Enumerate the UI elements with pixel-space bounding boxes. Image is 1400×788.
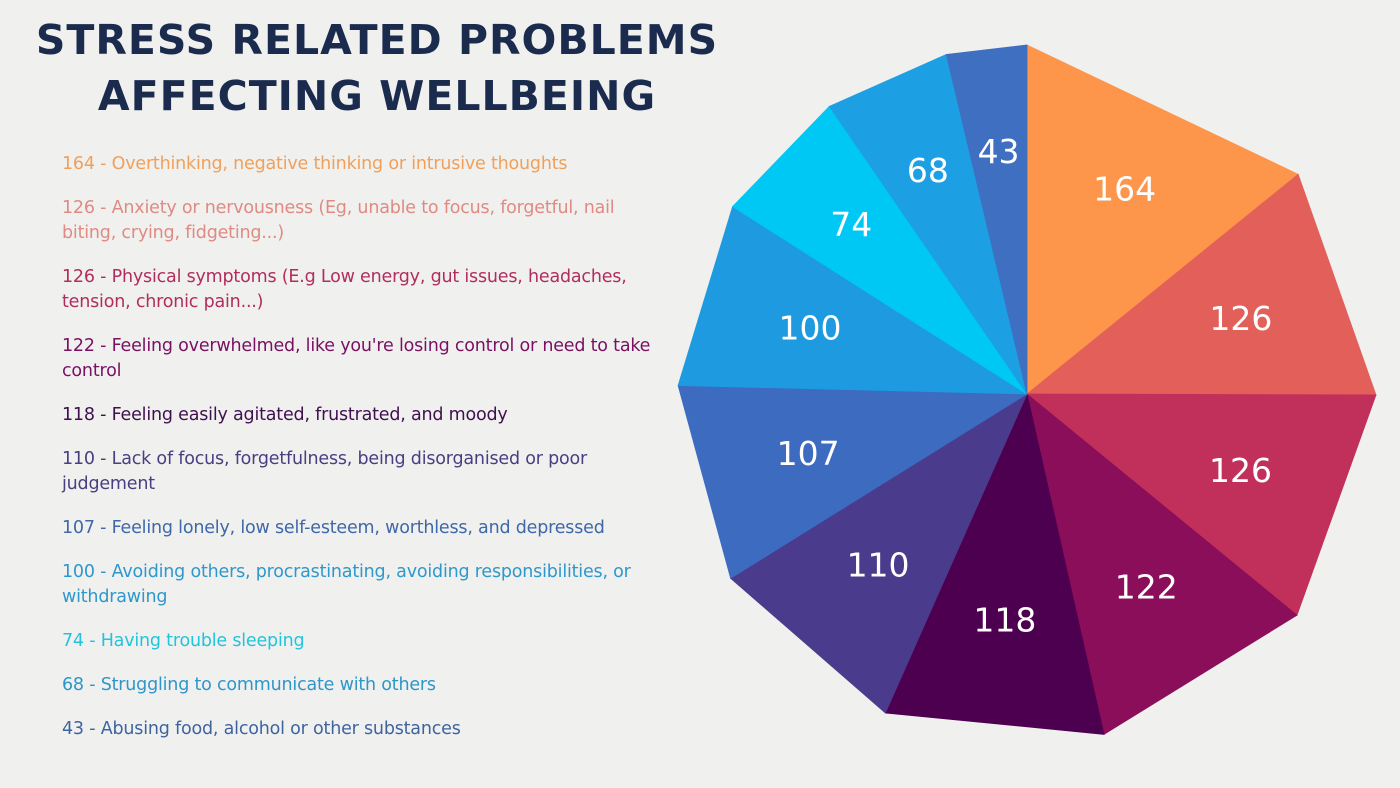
title-line-2: AFFECTING WELLBEING xyxy=(97,72,657,120)
title-line-1: STRESS RELATED PROBLEMS xyxy=(35,16,719,64)
slice-value-label: 122 xyxy=(1115,567,1178,606)
legend-item: 110 - Lack of focus, forgetfulness, bein… xyxy=(62,449,588,494)
slice-value-label: 100 xyxy=(778,308,841,347)
chart-title: STRESS RELATED PROBLEMS AFFECTING WELLBE… xyxy=(30,12,724,124)
slice-value-label: 164 xyxy=(1093,170,1156,209)
legend-item: 122 - Feeling overwhelmed, like you're l… xyxy=(62,336,651,381)
slice-value-label: 126 xyxy=(1209,451,1272,490)
legend-item: 74 - Having trouble sleeping xyxy=(62,631,305,651)
legend-item: 126 - Anxiety or nervousness (Eg, unable… xyxy=(62,198,615,243)
legend-item: 164 - Overthinking, negative thinking or… xyxy=(62,154,568,174)
legend-item: 107 - Feeling lonely, low self-esteem, w… xyxy=(62,518,605,538)
legend-item: 118 - Feeling easily agitated, frustrate… xyxy=(62,405,508,425)
legend-item: 126 - Physical symptoms (E.g Low energy,… xyxy=(62,267,627,312)
legend-item: 100 - Avoiding others, procrastinating, … xyxy=(62,562,631,607)
slice-value-label: 110 xyxy=(847,546,910,585)
legend: 164 - Overthinking, negative thinking or… xyxy=(62,152,652,761)
slice-value-label: 74 xyxy=(830,205,872,244)
slice-value-label: 43 xyxy=(978,132,1020,171)
legend-item: 43 - Abusing food, alcohol or other subs… xyxy=(62,719,461,739)
slice-value-label: 126 xyxy=(1209,299,1272,338)
pie-slice xyxy=(945,44,1028,395)
legend-item: 68 - Struggling to communicate with othe… xyxy=(62,675,436,695)
slice-value-label: 118 xyxy=(973,600,1036,639)
slice-value-label: 68 xyxy=(907,151,949,190)
slice-value-label: 107 xyxy=(777,434,840,473)
